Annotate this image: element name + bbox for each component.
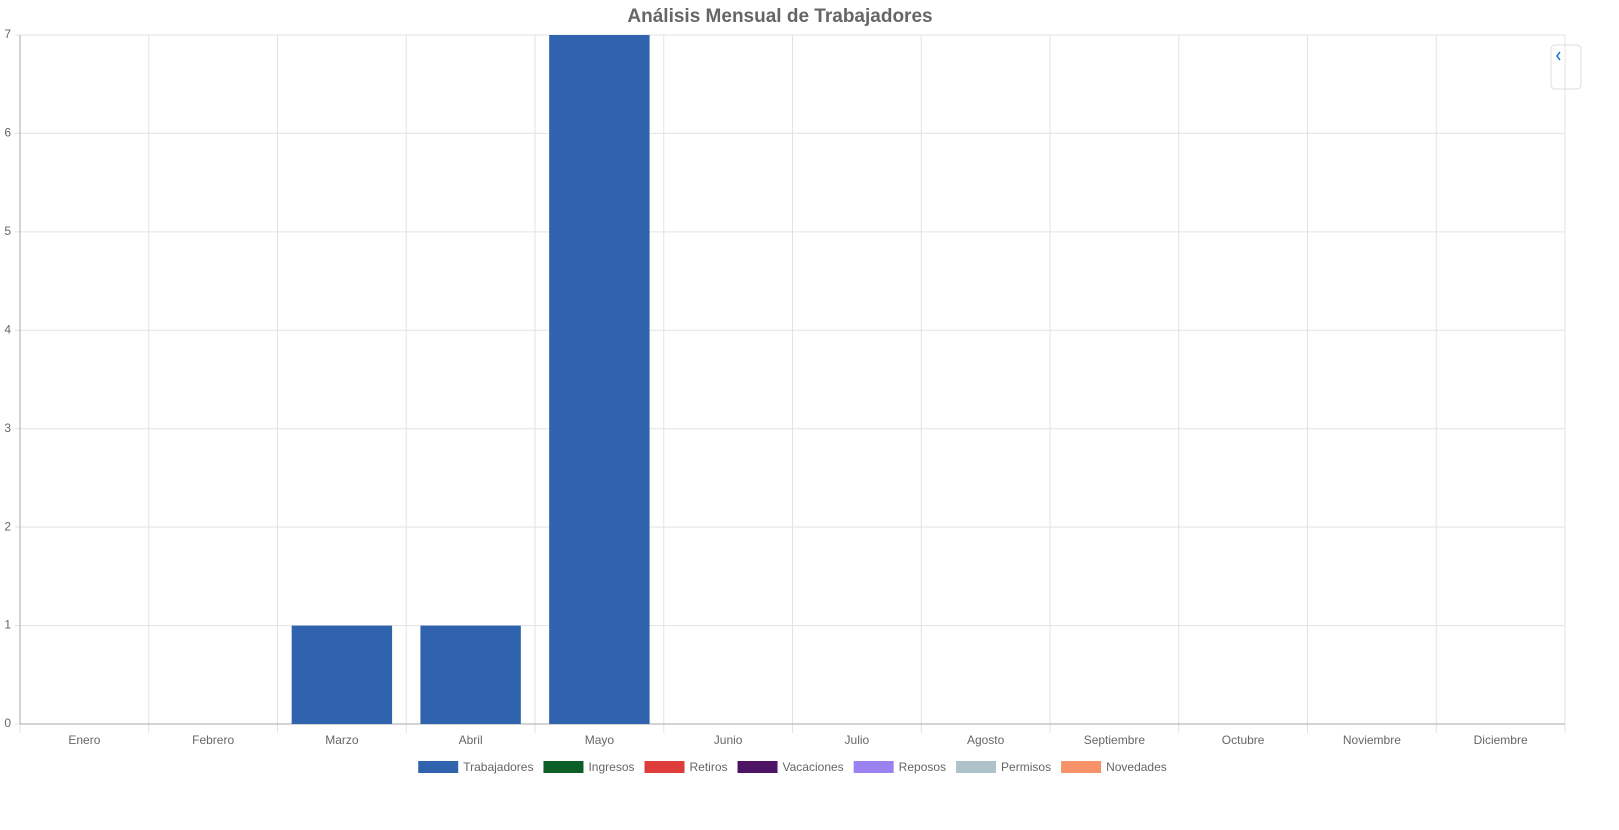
y-tick-label: 5 xyxy=(4,224,11,238)
bar xyxy=(291,625,393,724)
y-tick-label: 4 xyxy=(4,322,11,336)
y-tick-label: 2 xyxy=(4,519,11,533)
x-tick-label: Febrero xyxy=(192,733,234,747)
x-tick-label: Enero xyxy=(68,733,100,747)
x-tick-label: Mayo xyxy=(585,733,615,747)
x-tick-label: Marzo xyxy=(325,733,359,747)
legend-label: Trabajadores xyxy=(463,760,533,774)
legend-swatch xyxy=(543,761,584,773)
legend-swatch xyxy=(644,761,685,773)
legend: Trabajadores Ingresos Retiros Vacaciones Rep… xyxy=(418,760,1167,774)
x-tick-label: Agosto xyxy=(967,733,1005,747)
x-tick-label: Octubre xyxy=(1222,733,1265,747)
x-tick-label: Julio xyxy=(845,733,870,747)
collapse-tab-box[interactable] xyxy=(1550,44,1582,90)
legend-swatch xyxy=(853,761,894,773)
y-tick-label: 7 xyxy=(4,27,11,41)
y-tick-label: 1 xyxy=(4,618,11,632)
x-tick-label: Diciembre xyxy=(1474,733,1528,747)
legend-label: Ingresos xyxy=(588,760,634,774)
x-tick-label: Abril xyxy=(459,733,483,747)
chart-title: Análisis Mensual de Trabajadores xyxy=(627,6,932,27)
legend-label: Retiros xyxy=(690,760,728,774)
legend-label: Vacaciones xyxy=(783,760,844,774)
legend-swatch xyxy=(1061,761,1102,773)
x-tick-label: Junio xyxy=(714,733,743,747)
collapse-icon[interactable] xyxy=(1556,51,1561,61)
collapse-tab[interactable] xyxy=(1550,44,1582,90)
x-tick-label: Septiembre xyxy=(1084,733,1146,747)
y-tick-label: 0 xyxy=(4,716,11,730)
legend-label: Permisos xyxy=(1001,760,1051,774)
bar xyxy=(549,35,650,724)
legend-label: Novedades xyxy=(1106,760,1167,774)
y-tick-label: 3 xyxy=(4,421,11,435)
legend-swatch xyxy=(956,761,997,773)
legend-label: Reposos xyxy=(899,760,946,774)
x-tick-label: Noviembre xyxy=(1343,733,1401,747)
legend-swatch xyxy=(737,761,778,773)
legend-swatch xyxy=(418,761,459,773)
bar xyxy=(420,625,521,724)
y-tick-label: 6 xyxy=(4,126,11,140)
